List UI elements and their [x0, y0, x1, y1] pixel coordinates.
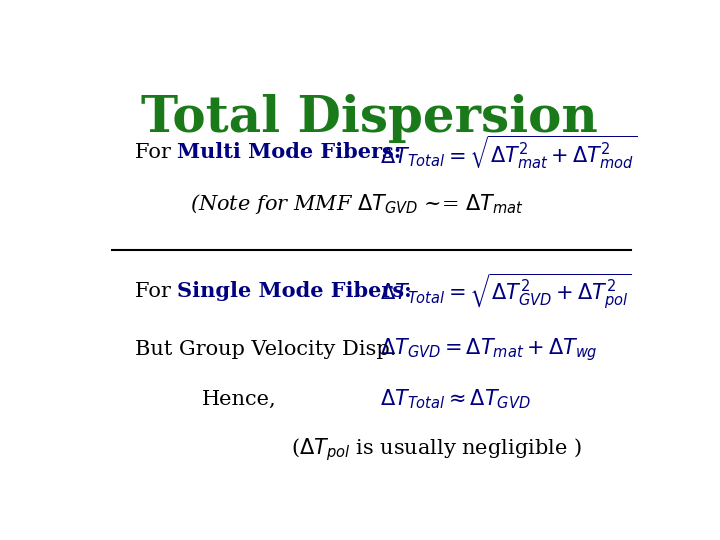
Text: Total Dispersion: Total Dispersion	[140, 94, 598, 143]
Text: ($\mathit{\Delta T_{pol}}$ is usually negligible ): ($\mathit{\Delta T_{pol}}$ is usually ne…	[291, 436, 582, 463]
Text: For: For	[135, 143, 177, 161]
Text: For: For	[135, 282, 177, 301]
Text: $\Delta T_{Total} = \sqrt{\Delta T_{mat}^{2} + \Delta T_{mod}^{2}}$: $\Delta T_{Total} = \sqrt{\Delta T_{mat}…	[380, 133, 637, 171]
Text: $\Delta T_{GVD} = \Delta T_{mat} + \Delta T_{wg}$: $\Delta T_{GVD} = \Delta T_{mat} + \Delt…	[380, 336, 598, 363]
Text: Multi Mode Fibers:: Multi Mode Fibers:	[177, 142, 402, 162]
Text: $\Delta T_{Total} = \sqrt{\Delta T_{GVD}^{2} + \Delta T_{pol}^{2}}$: $\Delta T_{Total} = \sqrt{\Delta T_{GVD}…	[380, 271, 632, 312]
Text: $\Delta T_{Total} \approx \Delta T_{GVD}$: $\Delta T_{Total} \approx \Delta T_{GVD}…	[380, 388, 531, 411]
Text: Hence,: Hence,	[202, 390, 276, 409]
Text: (Note for MMF $\Delta T_{GVD}$ ~= $\Delta T_{mat}$: (Note for MMF $\Delta T_{GVD}$ ~= $\Delt…	[190, 192, 524, 216]
Text: Single Mode Fibers:: Single Mode Fibers:	[177, 281, 412, 301]
Text: But Group Velocity Disp.: But Group Velocity Disp.	[135, 340, 396, 359]
